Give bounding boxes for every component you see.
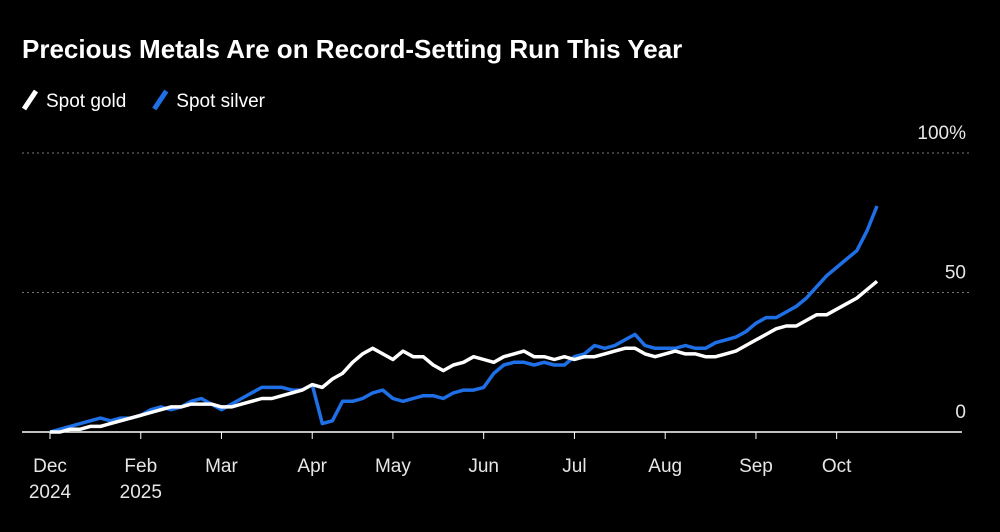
y-tick-label: 50 — [945, 263, 966, 284]
chart-title: Precious Metals Are on Record-Setting Ru… — [22, 34, 682, 64]
legend-label: Spot gold — [46, 91, 126, 112]
line-series — [50, 279, 879, 434]
legend-swatch — [21, 89, 39, 111]
x-tick-label: Oct — [822, 456, 852, 477]
legend-label: Spot silver — [176, 91, 265, 112]
x-tick-label: Feb 2025 — [120, 456, 162, 503]
line-series — [49, 205, 879, 434]
x-tick-label: Aug — [648, 456, 682, 477]
x-tick-label: Mar — [205, 456, 238, 477]
x-tick-label: Jul — [562, 456, 586, 477]
x-tick-label: Dec 2024 — [29, 456, 72, 503]
x-tick-label: Sep — [739, 456, 773, 477]
x-tick-label: May — [375, 456, 411, 477]
legend-swatch — [152, 89, 169, 111]
legend: Spot gold Spot silver — [21, 89, 266, 112]
x-tick-label: Jun — [468, 456, 499, 477]
y-tick-label: 100% — [917, 123, 966, 144]
x-tick-label: Apr — [297, 456, 327, 477]
y-tick-label: 0 — [955, 402, 966, 423]
